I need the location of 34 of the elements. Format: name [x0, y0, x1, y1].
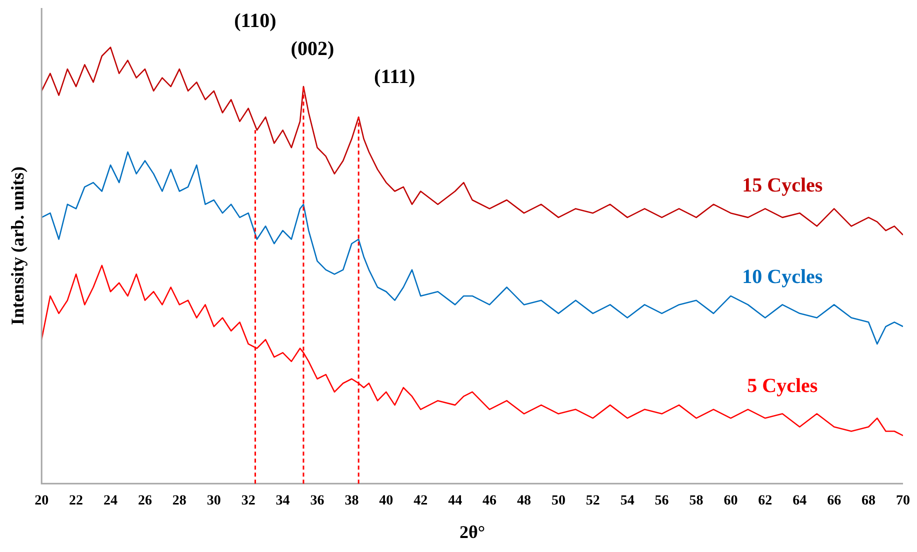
x-tick-label: 68: [862, 494, 876, 509]
series-label: 10 Cycles: [742, 266, 823, 288]
annotation: (111): [374, 66, 416, 88]
x-tick-label: 58: [689, 494, 704, 509]
x-tick-label: 62: [758, 494, 772, 509]
x-tick-label: 38: [344, 494, 359, 509]
annotation: (002): [290, 38, 334, 60]
x-tick-label: 28: [172, 494, 186, 509]
x-tick-label: 56: [654, 494, 669, 509]
x-tick-label: 52: [586, 494, 600, 509]
x-tick-label: 40: [379, 494, 394, 509]
text: (110): [234, 10, 276, 32]
series-label: 5 Cycles: [747, 375, 818, 398]
x-tick-label: 54: [620, 494, 634, 509]
x-tick-label: 46: [482, 494, 497, 509]
x-tick-label: 20: [34, 494, 49, 509]
x-tick-label: 34: [276, 494, 290, 509]
x-tick-label: 44: [448, 494, 462, 509]
x-tick-label: 48: [516, 494, 531, 509]
x-tick-label: 26: [138, 494, 152, 509]
x-tick-label: 70: [896, 494, 910, 509]
x-tick-label: 50: [551, 494, 566, 509]
x-tick-label: 64: [792, 494, 807, 509]
x-tick-label: 24: [104, 494, 118, 509]
x-tick-label: 36: [310, 494, 324, 509]
x-tick-label: 30: [206, 494, 221, 509]
x-axis-title: 2θ°: [460, 522, 486, 542]
series-label: 15 Cycles: [742, 174, 823, 197]
y-axis-title: Intensity (arb. units): [7, 166, 28, 326]
x-tick-label: 42: [414, 494, 428, 509]
x-tick-label: 32: [241, 494, 256, 509]
x-tick-label: 22: [69, 494, 84, 509]
x-tick-label: 60: [724, 494, 738, 509]
x-tick-label: 66: [827, 494, 842, 509]
